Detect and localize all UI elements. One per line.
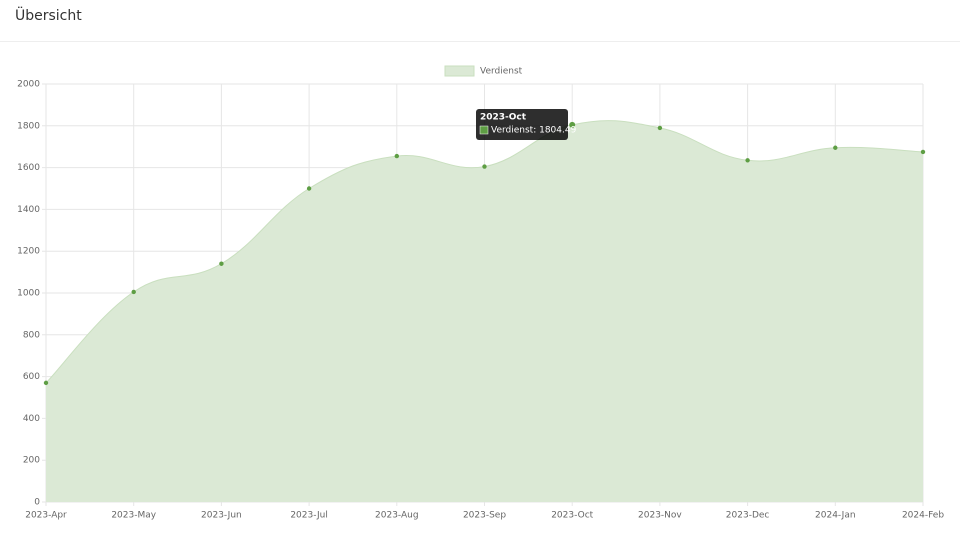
y-tick-label: 600 xyxy=(23,372,40,382)
point xyxy=(43,380,49,386)
tooltip: 2023-Oct Verdienst: 1804.49 xyxy=(476,109,577,140)
point xyxy=(306,186,312,191)
x-tick-label: 2023-Apr xyxy=(25,511,67,521)
point xyxy=(833,145,838,150)
header-divider xyxy=(0,41,960,42)
tooltip-title: 2023-Oct xyxy=(480,113,527,123)
page-title: Übersicht xyxy=(15,8,82,24)
tooltip-swatch xyxy=(479,125,489,135)
x-tick-label: 2023-Sep xyxy=(463,511,506,521)
legend-label: Verdienst xyxy=(480,67,523,77)
y-tick-label: 2000 xyxy=(17,80,40,90)
y-tick-label: 1000 xyxy=(17,289,40,299)
tooltip-label: Verdienst: 1804.49 xyxy=(491,126,577,136)
y-tick-label: 200 xyxy=(23,456,40,466)
area xyxy=(46,120,923,502)
tooltip-box xyxy=(476,109,568,140)
y-tick-label: 800 xyxy=(23,330,40,340)
point xyxy=(569,121,576,128)
point xyxy=(482,164,487,169)
x-tick-label: 2023-Jul xyxy=(290,511,328,521)
point xyxy=(219,261,224,266)
point xyxy=(131,289,136,295)
y-tick-label: 1200 xyxy=(17,247,40,257)
point xyxy=(394,153,399,159)
point xyxy=(657,125,663,131)
x-tick-label: 2023-Dec xyxy=(726,511,770,521)
x-tick-label: 2024-Jan xyxy=(815,511,856,521)
x-tick-label: 2023-Oct xyxy=(551,511,593,521)
y-tick-label: 1800 xyxy=(17,121,40,131)
point xyxy=(745,158,750,163)
line xyxy=(45,120,924,384)
point xyxy=(920,149,926,155)
x-tick-label: 2023-Jun xyxy=(201,511,242,521)
y-tick-label: 400 xyxy=(23,414,40,424)
x-tick-label: 2023-Aug xyxy=(375,511,419,521)
y-tick-label: 0 xyxy=(34,498,40,508)
y-tick-label: 1600 xyxy=(17,163,40,173)
x-tick-label: 2023-Nov xyxy=(638,511,682,521)
x-tick-label: 2024-Feb xyxy=(902,511,944,521)
x-tick-label: 2023-May xyxy=(111,511,156,521)
y-tick-label: 1400 xyxy=(17,205,40,215)
legend-swatch xyxy=(444,65,475,77)
